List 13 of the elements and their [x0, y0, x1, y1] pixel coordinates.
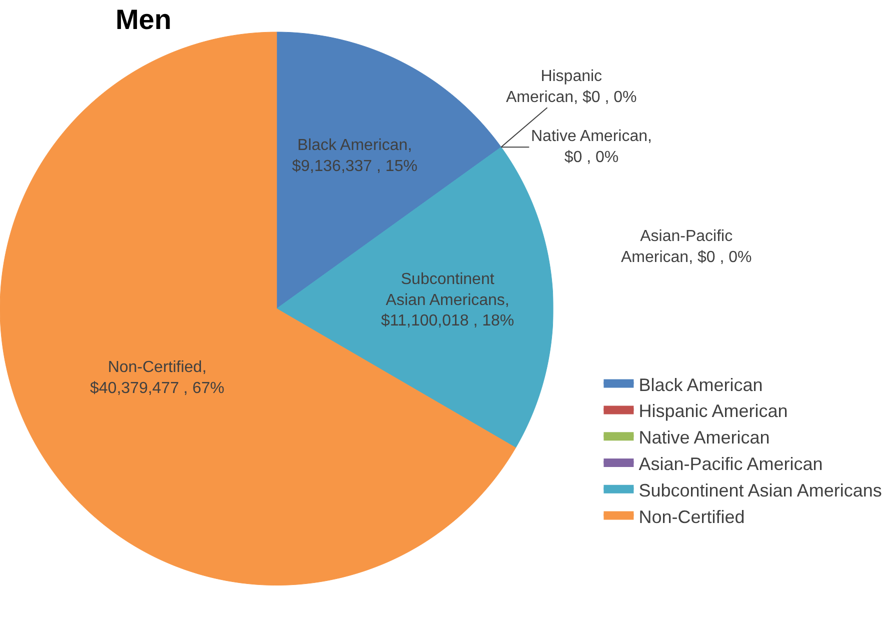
data-label: Black American, $9,136,337 , 15%	[292, 137, 418, 175]
chart-title: Men	[115, 4, 172, 36]
legend-label: Non-Certified	[638, 506, 745, 527]
legend-label: Native American	[638, 428, 770, 448]
legend-label: Black American	[638, 374, 763, 395]
data-label: Non-Certified, $40,379,477 , 67%	[90, 359, 224, 397]
legend-label: Asian-Pacific American	[638, 454, 823, 474]
legend-label: Hispanic American	[638, 401, 788, 422]
legend-label: Subcontinent Asian Americans	[638, 480, 882, 500]
text: Native American, $0 , 0%	[531, 128, 652, 166]
data-label: Subcontinent Asian Americans, $11,100,018 , 18%	[381, 271, 514, 330]
text: Hispanic American, $0 , 0%	[506, 68, 637, 106]
text: Asian-Pacific American, $0 , 0%	[621, 228, 752, 266]
